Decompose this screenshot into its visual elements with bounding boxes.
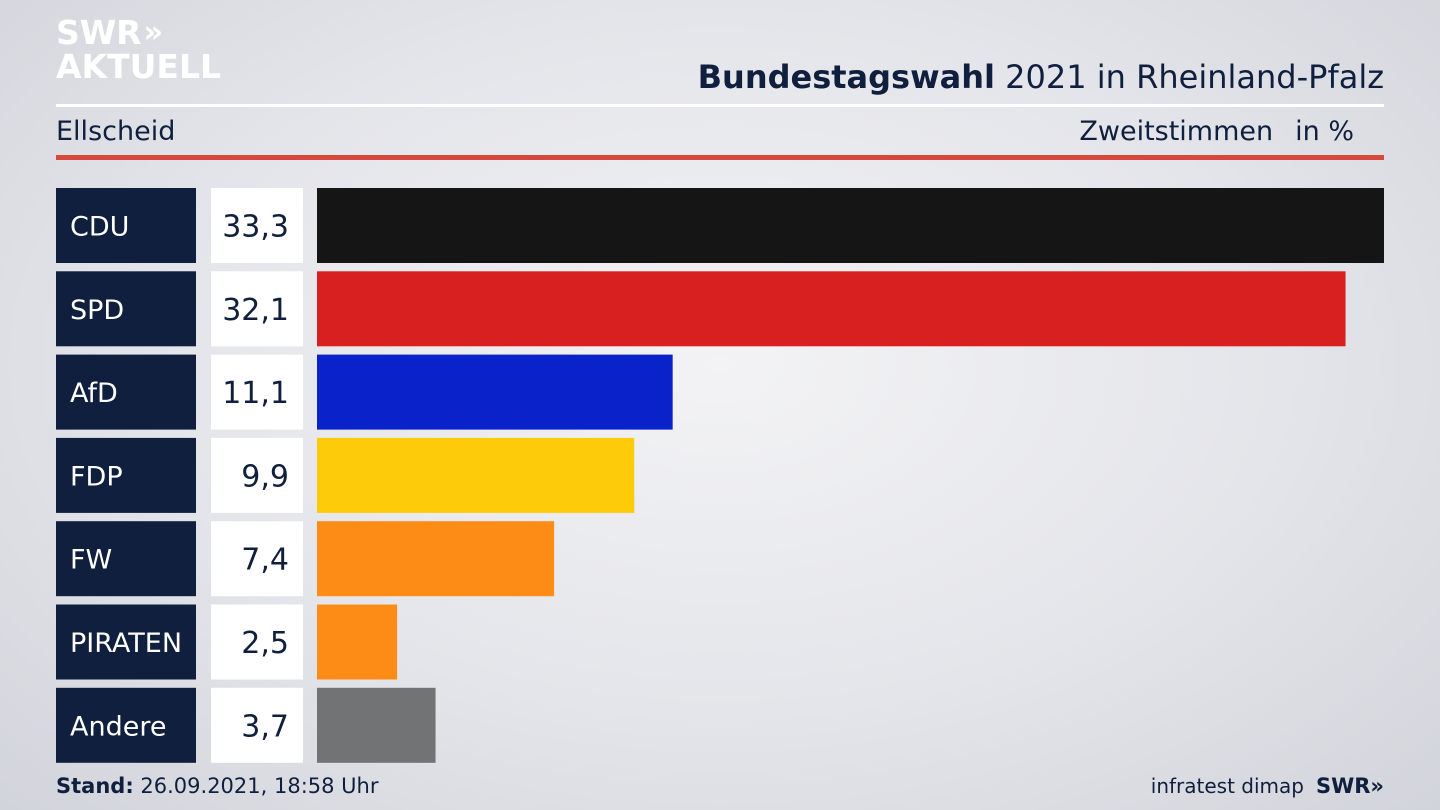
chart-title: Bundestagswahl 2021 in Rheinland-Pfalz: [698, 58, 1384, 96]
bar-piraten: [317, 604, 398, 680]
party-label-box-spd: [56, 271, 196, 347]
party-label-cdu: CDU: [70, 212, 129, 243]
value-box-cdu: [211, 188, 303, 263]
source-credit: infratest dimap SWR»: [1151, 774, 1384, 798]
party-label-fdp: FDP: [70, 461, 123, 492]
party-label-box-fdp: [56, 437, 196, 513]
logo-aktuell-text: AKTUELL: [56, 47, 222, 86]
value-box-fdp: [211, 437, 303, 513]
party-label-box-piraten: [56, 604, 196, 680]
bar-spd: [317, 271, 1346, 347]
value-label-cdu: 33,3: [222, 210, 289, 245]
timestamp-value: 26.09.2021, 18:58 Uhr: [133, 774, 379, 798]
timestamp-label: Stand:: [56, 774, 134, 798]
region-subtitle: Ellscheid: [56, 116, 176, 147]
title-rest: 2021 in Rheinland-Pfalz: [995, 58, 1384, 96]
party-label-box-afd: [56, 354, 196, 430]
value-box-andere: [211, 687, 303, 763]
bar-andere: [317, 687, 436, 763]
party-label-box-fw: [56, 521, 196, 597]
party-label-spd: SPD: [70, 295, 124, 326]
value-label-fdp: 9,9: [241, 459, 289, 494]
bar-afd: [317, 354, 673, 430]
value-label-fw: 7,4: [241, 543, 289, 578]
value-box-piraten: [211, 604, 303, 680]
source-text: infratest dimap: [1150, 774, 1304, 798]
timestamp: Stand: 26.09.2021, 18:58 Uhr: [56, 774, 379, 798]
party-label-afd: AfD: [70, 378, 118, 409]
value-label-piraten: 2,5: [241, 626, 289, 661]
measure-name: Zweitstimmen: [1079, 116, 1274, 147]
measure-unit: in %: [1295, 116, 1354, 147]
logo-swr-text: SWR: [56, 13, 142, 52]
party-label-box-andere: [56, 687, 196, 763]
title-bold: Bundestagswahl: [697, 58, 995, 96]
bar-cdu: [317, 188, 1384, 263]
party-label-fw: FW: [70, 545, 112, 576]
party-label-piraten: PIRATEN: [70, 628, 182, 659]
source-brand-logo: SWR»: [1315, 774, 1384, 798]
value-label-afd: 11,1: [222, 376, 289, 411]
party-label-andere: Andere: [70, 711, 166, 742]
bar-fdp: [317, 437, 635, 513]
party-label-box-cdu: [56, 188, 196, 263]
accent-divider: [56, 155, 1384, 160]
swr-aktuell-logo: SWR» AKTUELL: [56, 16, 221, 84]
value-box-afd: [211, 354, 303, 430]
value-label-andere: 3,7: [241, 709, 289, 744]
header-divider: [56, 104, 1384, 107]
value-box-fw: [211, 521, 303, 597]
measure-label: Zweitstimmen in %: [1079, 116, 1354, 147]
value-box-spd: [211, 271, 303, 347]
value-label-spd: 32,1: [222, 293, 289, 328]
bar-fw: [317, 521, 555, 597]
